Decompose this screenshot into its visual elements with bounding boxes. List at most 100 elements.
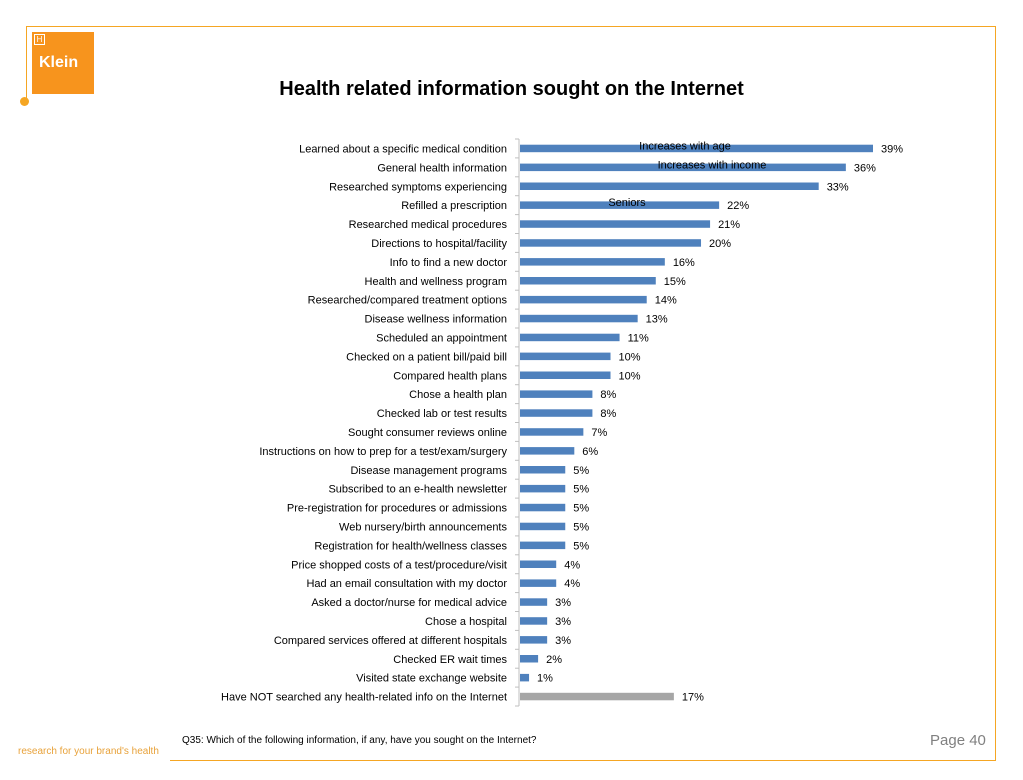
category-label: Scheduled an appointment — [376, 332, 507, 344]
annotation-label: Seniors — [608, 197, 646, 209]
category-label: Disease management programs — [350, 465, 507, 477]
bar — [520, 258, 665, 266]
category-label: Checked ER wait times — [393, 654, 507, 666]
category-label: Checked lab or test results — [377, 408, 508, 420]
bar — [520, 541, 566, 550]
bar — [520, 503, 566, 512]
value-label: 13% — [646, 314, 668, 326]
bar — [520, 484, 566, 493]
frame-bottom-edge — [170, 760, 996, 761]
bar — [520, 239, 702, 247]
bar — [520, 617, 548, 625]
category-label: Refilled a prescription — [401, 200, 507, 212]
frame-left-edge — [26, 26, 27, 101]
value-label: 3% — [555, 597, 571, 609]
category-label: Have NOT searched any health-related inf… — [221, 692, 507, 704]
bar — [520, 390, 593, 398]
bar — [520, 466, 566, 474]
bar — [520, 314, 638, 323]
category-label: Price shopped costs of a test/procedure/… — [291, 559, 507, 571]
category-label: Registration for health/wellness classes — [314, 540, 507, 552]
category-label: Sought consumer reviews online — [348, 427, 507, 439]
category-label: Compared services offered at different h… — [274, 635, 508, 647]
bar — [520, 692, 674, 701]
category-label: Health and wellness program — [365, 276, 507, 288]
bar — [520, 277, 656, 285]
category-label: Asked a doctor/nurse for medical advice — [311, 597, 507, 609]
bar — [520, 428, 584, 436]
category-label: Disease wellness information — [365, 314, 507, 326]
value-label: 8% — [600, 389, 616, 401]
bar — [520, 144, 873, 153]
survey-question: Q35: Which of the following information,… — [182, 735, 537, 746]
logo-text: Klein — [39, 54, 79, 71]
category-label: Learned about a specific medical conditi… — [299, 143, 507, 155]
category-label: Instructions on how to prep for a test/e… — [259, 446, 507, 458]
value-label: 11% — [628, 332, 649, 344]
value-label: 8% — [600, 408, 616, 420]
logo-element-box-icon: H — [34, 34, 45, 45]
bar — [520, 371, 611, 379]
value-label: 1% — [537, 673, 553, 685]
logo-dot — [20, 97, 29, 106]
value-label: 33% — [827, 181, 849, 193]
bar — [520, 560, 557, 568]
value-label: 22% — [727, 200, 749, 212]
bar — [520, 163, 846, 172]
category-label: General health information — [377, 162, 507, 174]
value-label: 21% — [718, 219, 740, 231]
value-label: 5% — [573, 521, 589, 533]
category-label: Compared health plans — [393, 370, 507, 382]
slide-frame — [26, 26, 996, 761]
bar — [520, 447, 575, 455]
value-label: 7% — [591, 427, 607, 439]
value-label: 36% — [854, 162, 876, 174]
bar — [520, 352, 611, 361]
value-label: 5% — [573, 540, 589, 552]
bar — [520, 579, 557, 587]
value-label: 3% — [555, 635, 571, 647]
value-label: 5% — [573, 465, 589, 477]
category-label: Chose a hospital — [425, 616, 507, 628]
annotation-label: Increases with age — [639, 140, 731, 152]
category-label: Pre-registration for procedures or admis… — [287, 503, 508, 515]
chart-title: Health related information sought on the… — [279, 78, 744, 100]
category-label: Web nursery/birth announcements — [339, 521, 507, 533]
category-label: Subscribed to an e-health newsletter — [328, 484, 507, 496]
bar — [520, 655, 539, 663]
bar — [520, 182, 819, 190]
category-label: Researched/compared treatment options — [308, 295, 508, 307]
value-label: 14% — [655, 295, 677, 307]
bar — [520, 409, 593, 417]
brand-tagline: research for your brand's health — [18, 746, 159, 757]
category-label: Chose a health plan — [409, 389, 507, 401]
category-label: Visited state exchange website — [356, 673, 507, 685]
value-label: 17% — [682, 692, 704, 704]
category-label: Researched medical procedures — [349, 219, 508, 231]
bar — [520, 673, 530, 682]
value-label: 10% — [619, 370, 641, 382]
value-label: 4% — [564, 578, 580, 590]
bar — [520, 220, 711, 228]
value-label: 5% — [573, 503, 589, 515]
annotation-label: Increases with income — [658, 159, 767, 171]
value-label: 39% — [881, 143, 903, 155]
category-label: Directions to hospital/facility — [371, 238, 507, 250]
bar — [520, 598, 548, 606]
category-label: Had an email consultation with my doctor — [306, 578, 507, 590]
bar — [520, 201, 720, 209]
bar — [520, 522, 566, 531]
category-label: Checked on a patient bill/paid bill — [346, 351, 507, 363]
bar — [520, 333, 620, 342]
klein-logo: H Klein — [32, 32, 94, 94]
page-number: Page 40 — [930, 732, 986, 749]
value-label: 10% — [619, 351, 641, 363]
bar — [520, 636, 548, 644]
value-label: 16% — [673, 257, 695, 269]
value-label: 2% — [546, 654, 562, 666]
value-label: 3% — [555, 616, 571, 628]
value-label: 6% — [582, 446, 598, 458]
category-label: Info to find a new doctor — [390, 257, 508, 269]
value-label: 20% — [709, 238, 731, 250]
